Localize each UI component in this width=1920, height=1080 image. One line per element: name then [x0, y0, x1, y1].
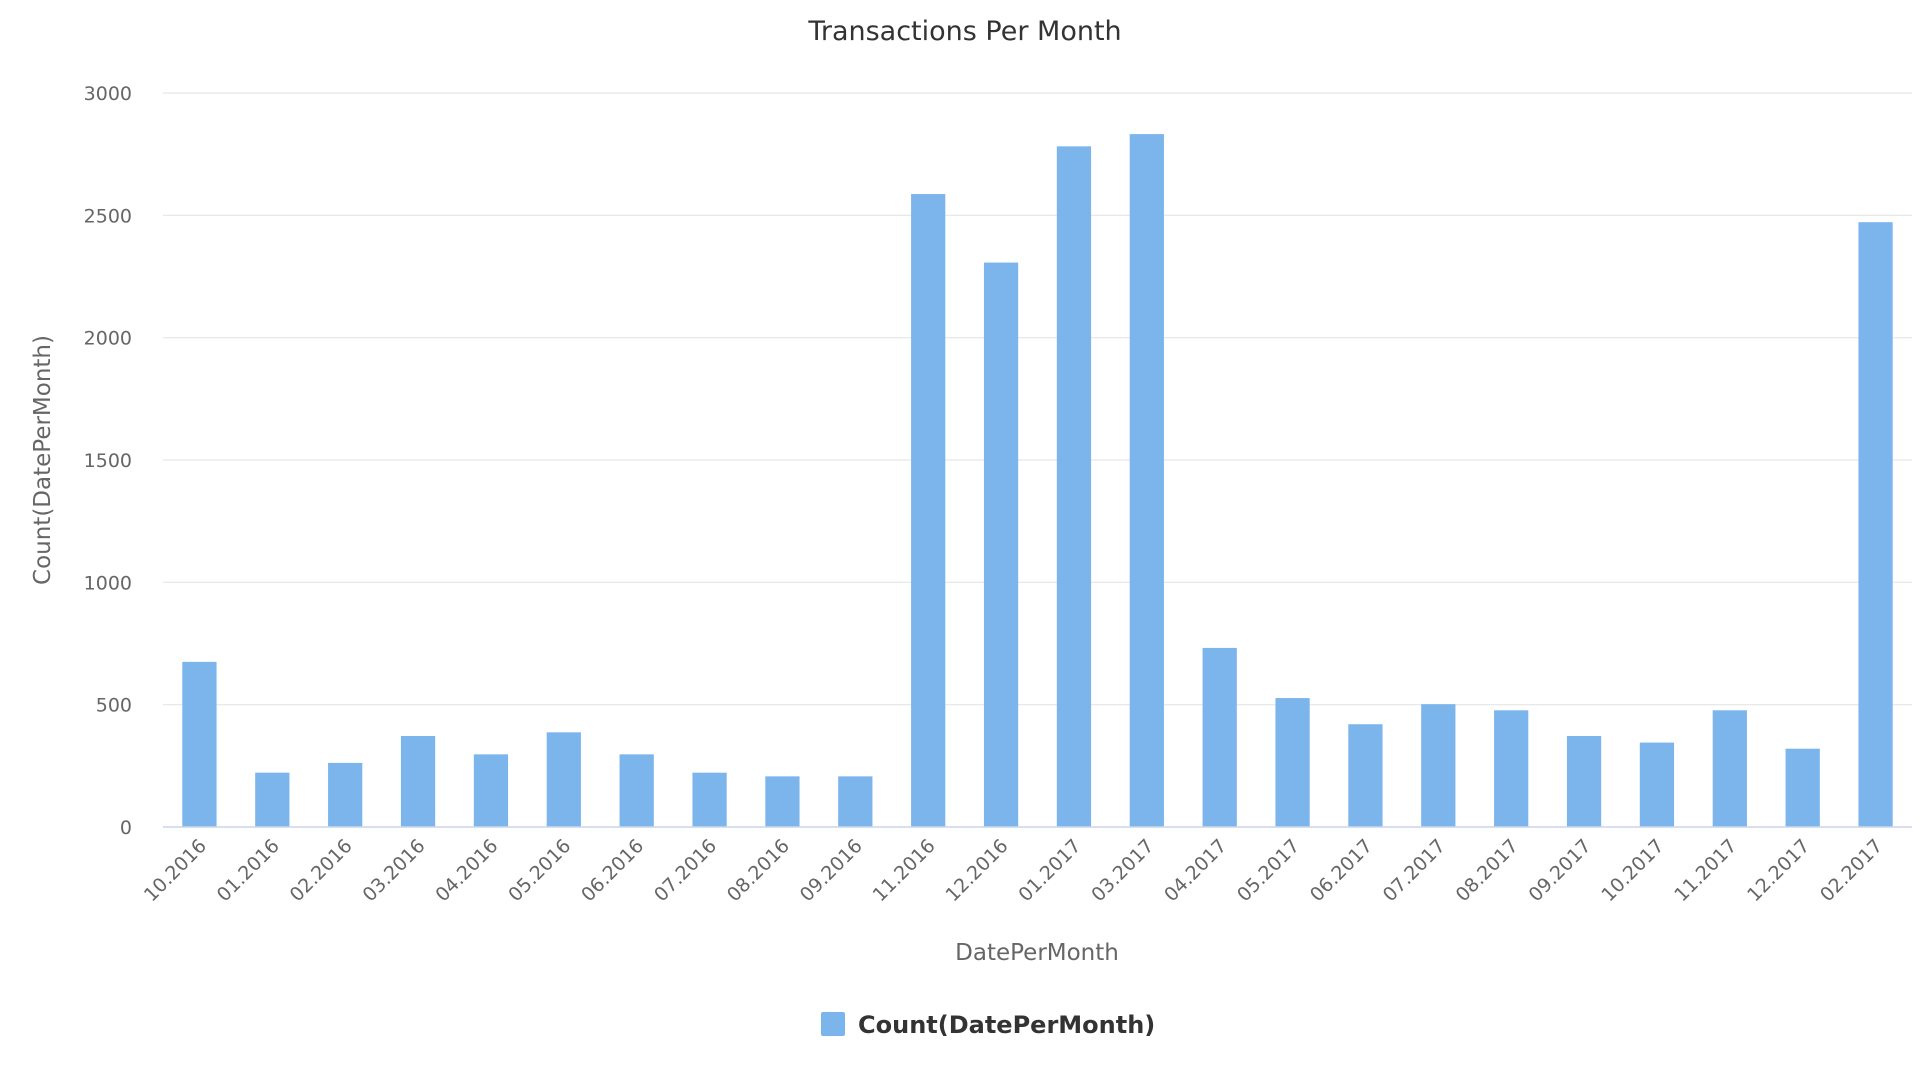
bar-10.2017[interactable]: [1639, 742, 1675, 827]
bar-04.2017[interactable]: [1202, 647, 1237, 827]
bar-01.2017[interactable]: [1056, 146, 1092, 827]
y-tick-label: 1500: [84, 450, 132, 472]
bar-05.2016[interactable]: [546, 732, 581, 827]
bar-08.2017[interactable]: [1494, 710, 1529, 827]
x-tick-label: 01.2016: [213, 835, 284, 906]
legend-label: Count(DatePerMonth): [858, 1011, 1155, 1039]
legend[interactable]: Count(DatePerMonth): [821, 1011, 1155, 1039]
x-tick-label: 12.2016: [941, 835, 1012, 906]
bar-09.2016[interactable]: [838, 776, 873, 827]
x-tick-label: 05.2017: [1233, 835, 1304, 906]
bar-10.2016[interactable]: [182, 661, 217, 827]
x-tick-label: 11.2016: [869, 835, 940, 906]
x-tick-label: 05.2016: [504, 835, 575, 906]
x-tick-label: 06.2016: [577, 835, 648, 906]
bar-09.2017[interactable]: [1566, 735, 1602, 827]
x-tick-label: 03.2017: [1087, 835, 1158, 906]
bar-12.2016[interactable]: [983, 262, 1019, 828]
x-tick-label: 12.2017: [1743, 835, 1814, 906]
bar-03.2016[interactable]: [400, 735, 436, 827]
bar-02.2016[interactable]: [328, 762, 363, 827]
x-tick-label: 08.2016: [723, 835, 794, 906]
x-tick-label: 09.2016: [796, 835, 867, 906]
x-tick-label: 09.2017: [1524, 835, 1595, 906]
bars: [182, 134, 1893, 828]
y-axis-ticks: 0 500 1000 1500 2000 2500 3000: [84, 83, 132, 839]
y-tick-label: 2500: [84, 205, 132, 227]
bar-11.2017[interactable]: [1712, 710, 1747, 827]
x-axis-title: DatePerMonth: [955, 940, 1119, 966]
y-tick-label: 500: [96, 695, 132, 717]
bar-06.2017[interactable]: [1348, 724, 1383, 827]
x-tick-label: 07.2016: [650, 835, 721, 906]
x-tick-label: 04.2017: [1160, 835, 1231, 906]
bar-03.2017[interactable]: [1129, 134, 1164, 827]
y-axis-title: Count(DatePerMonth): [30, 335, 56, 585]
bar-02.2017[interactable]: [1858, 222, 1893, 827]
y-tick-label: 3000: [84, 83, 132, 105]
bar-06.2016[interactable]: [619, 754, 654, 827]
bar-05.2017[interactable]: [1275, 698, 1310, 827]
bar-12.2017[interactable]: [1785, 748, 1820, 827]
bar-07.2016[interactable]: [692, 772, 727, 827]
bar-11.2016[interactable]: [911, 194, 946, 827]
x-tick-label: 04.2016: [431, 835, 502, 906]
x-tick-label: 10.2016: [140, 835, 211, 906]
bar-01.2016[interactable]: [255, 772, 290, 827]
y-tick-label: 0: [120, 817, 132, 839]
bar-08.2016[interactable]: [765, 776, 800, 827]
x-tick-label: 02.2016: [286, 835, 357, 906]
x-tick-label: 10.2017: [1597, 835, 1668, 906]
x-tick-label: 03.2016: [358, 835, 429, 906]
x-tick-label: 07.2017: [1379, 835, 1450, 906]
bar-07.2017[interactable]: [1421, 704, 1456, 827]
y-tick-label: 1000: [84, 572, 132, 594]
gridlines: [163, 92, 1912, 706]
chart-title: Transactions Per Month: [807, 16, 1121, 47]
x-tick-label: 02.2017: [1816, 835, 1887, 906]
x-axis-ticks: 10.2016 01.2016 02.2016 03.2016 04.2016 05.20…: [140, 835, 1887, 906]
x-tick-label: 11.2017: [1670, 835, 1741, 906]
y-tick-label: 2000: [84, 328, 132, 350]
x-tick-label: 01.2017: [1014, 835, 1085, 906]
x-tick-label: 08.2017: [1452, 835, 1523, 906]
bar-04.2016[interactable]: [473, 754, 509, 827]
x-tick-label: 06.2017: [1306, 835, 1377, 906]
legend-swatch: [821, 1012, 845, 1036]
